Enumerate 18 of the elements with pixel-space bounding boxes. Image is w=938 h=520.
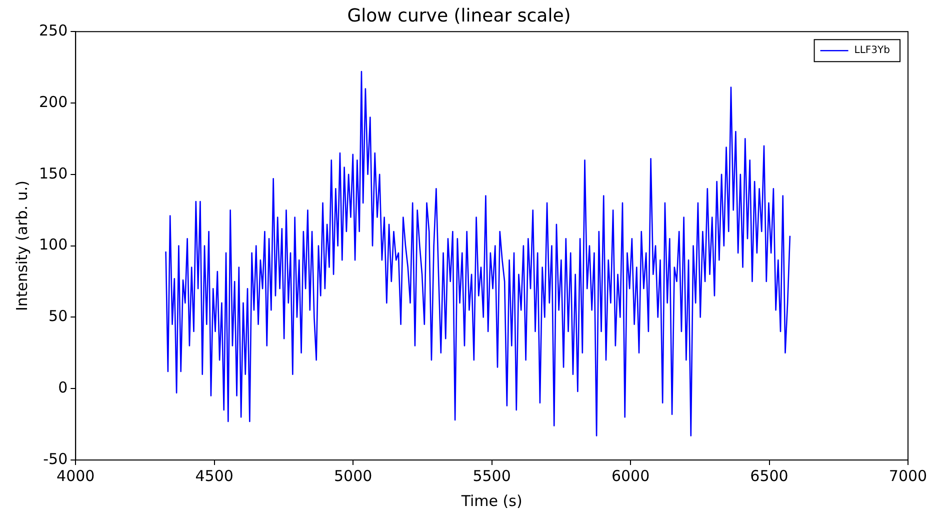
x-tick-label: 5000 xyxy=(334,466,372,485)
y-axis-title: Intensity (arb. u.) xyxy=(12,180,31,312)
chart-title: Glow curve (linear scale) xyxy=(347,5,571,26)
x-tick-label: 7000 xyxy=(888,466,928,485)
y-tick-label: 0 xyxy=(58,378,68,396)
y-tick-label: 200 xyxy=(38,92,68,111)
x-axis-title: Time (s) xyxy=(460,492,522,510)
x-tick-label: 5500 xyxy=(472,466,511,485)
y-tick-label: 150 xyxy=(38,164,68,182)
y-tick-label: 100 xyxy=(38,236,68,254)
x-tick-label: 4000 xyxy=(56,466,95,485)
y-tick-label: -50 xyxy=(43,450,68,468)
x-tick-label: 6500 xyxy=(750,466,788,485)
x-tick-label: 6000 xyxy=(611,466,650,485)
y-tick-label: 250 xyxy=(38,21,68,40)
legend-label: LLF3Yb xyxy=(854,45,890,56)
x-tick-label: 4500 xyxy=(195,466,234,485)
y-tick-label: 50 xyxy=(48,307,68,326)
